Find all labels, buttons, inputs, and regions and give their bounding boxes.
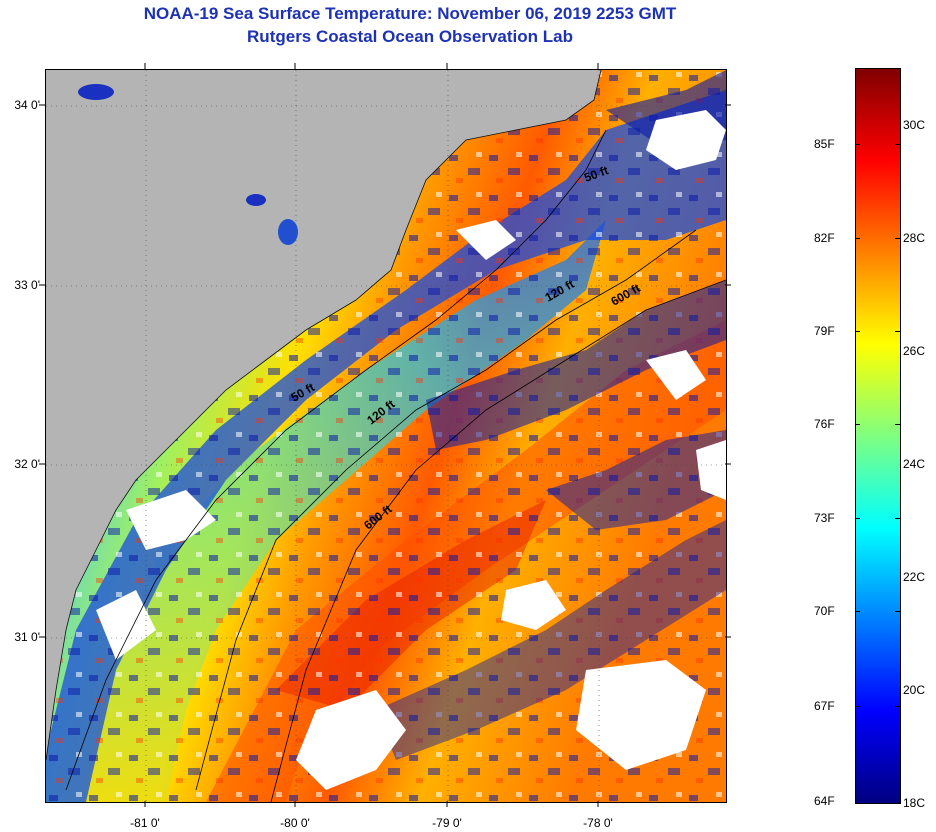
- contour-120ft: [195, 229, 697, 791]
- colorbar-c-26: 26C: [903, 344, 926, 358]
- temperature-colorbar: [855, 68, 901, 804]
- colorbar-f-76: 76F: [814, 417, 835, 431]
- colorbar-f-70: 70F: [814, 604, 835, 618]
- map-subtitle: Rutgers Coastal Ocean Observation Lab: [247, 27, 573, 46]
- lat-label-31: 31 0': [14, 630, 40, 644]
- colorbar-c-20: 20C: [903, 683, 926, 697]
- colorbar-c-18: 18C: [903, 796, 926, 810]
- colorbar-c-24: 24C: [903, 457, 926, 471]
- contour-50ft: [65, 129, 607, 791]
- colorbar-c-30: 30C: [903, 118, 926, 132]
- lat-label-34: 34 0': [14, 98, 40, 112]
- sst-map: 50 ft 50 ft 120 ft 120 ft 600 ft 600 ft: [45, 69, 727, 803]
- map-title: NOAA-19 Sea Surface Temperature: Novembe…: [143, 4, 677, 23]
- colorbar-f-85: 85F: [814, 137, 835, 151]
- colorbar-c-28: 28C: [903, 231, 926, 245]
- lon-label-78: -78 0': [583, 816, 613, 830]
- sst-map-image: 50 ft 50 ft 120 ft 120 ft 600 ft 600 ft: [46, 70, 726, 802]
- lon-label-79: -79 0': [432, 816, 462, 830]
- colorbar-f-73: 73F: [814, 511, 835, 525]
- colorbar-f-67: 67F: [814, 699, 835, 713]
- colorbar-f-64: 64F: [814, 794, 835, 808]
- lat-label-32: 32 0': [14, 457, 40, 471]
- colorbar-f-82: 82F: [814, 231, 835, 245]
- lon-label-80: -80 0': [280, 816, 310, 830]
- colorbar-f-79: 79F: [814, 324, 835, 338]
- lon-label-81: -81 0': [130, 816, 160, 830]
- contour-600ft: [270, 279, 726, 802]
- lat-label-33: 33 0': [14, 278, 40, 292]
- colorbar-c-22: 22C: [903, 570, 926, 584]
